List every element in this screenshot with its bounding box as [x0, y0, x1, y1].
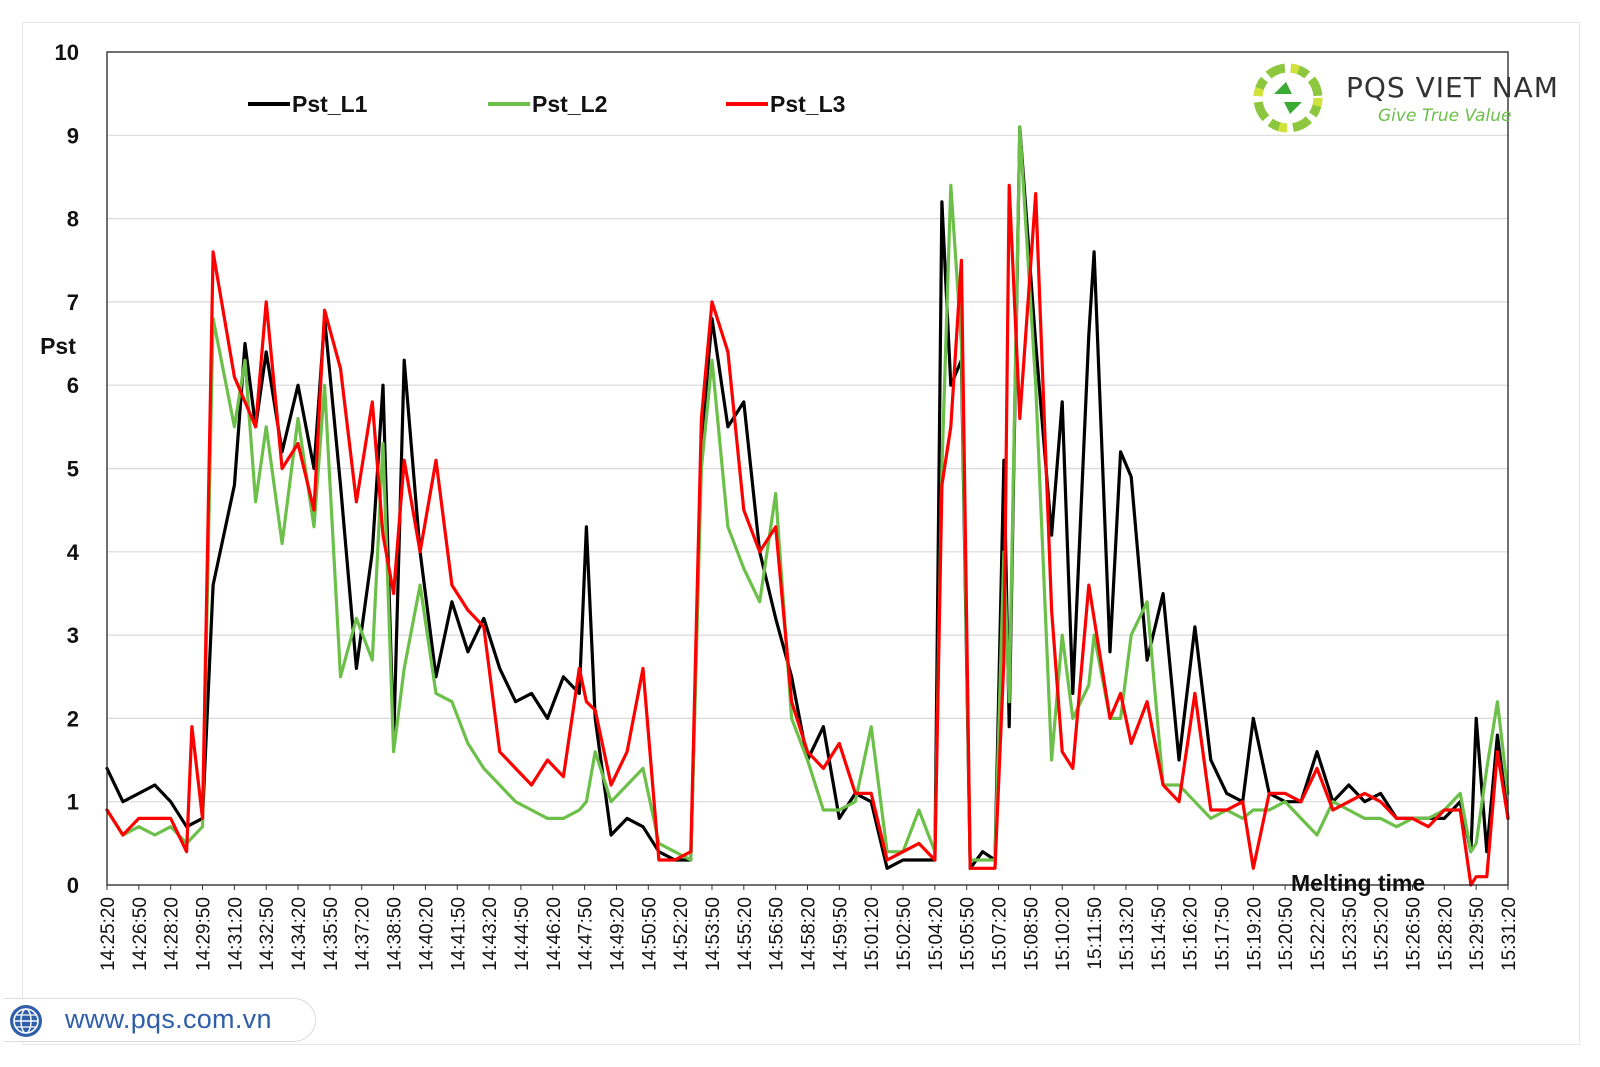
pqs-circular-logo-icon	[1253, 63, 1323, 133]
x-tick-label: 14:43:20	[480, 897, 501, 971]
series-line-pst_l1	[105, 125, 1510, 870]
x-tick-label: 14:44:50	[512, 897, 533, 971]
x-tick-label: 15:19:20	[1244, 897, 1265, 971]
x-tick-label: 14:40:20	[416, 897, 437, 971]
x-tick-label: 15:29:50	[1467, 897, 1488, 971]
x-tick-label: 14:50:50	[639, 897, 660, 971]
x-tick-label: 15:01:20	[862, 897, 883, 971]
chart-frame	[22, 22, 1580, 1045]
x-tick-label: 14:37:20	[353, 897, 374, 971]
x-tick-label: 15:20:50	[1276, 897, 1297, 971]
x-tick-label: 14:35:50	[321, 897, 342, 971]
x-tick-label: 14:58:20	[799, 897, 820, 971]
series-line-pst_l3	[105, 183, 1510, 887]
x-tick-label: 14:28:20	[162, 897, 183, 971]
x-tick-label: 15:28:20	[1435, 897, 1456, 971]
x-tick-label: 14:38:50	[385, 897, 406, 971]
x-tick-label: 15:14:50	[1149, 897, 1170, 971]
x-tick-label: 14:46:20	[544, 897, 565, 971]
x-tick-label: 15:23:50	[1340, 897, 1361, 971]
y-axis-ticks: 0 1 2 3 4 5 6 7 8 9 10	[55, 40, 80, 898]
x-tick-label: 14:26:50	[130, 897, 151, 971]
x-tick-label: 15:08:50	[1021, 897, 1042, 971]
logo-name: PQS VIET NAM	[1346, 71, 1559, 104]
x-tick-label: 14:41:50	[448, 897, 469, 971]
y-tick-label: 10	[55, 40, 79, 65]
x-tick-label: 15:05:50	[958, 897, 979, 971]
x-tick-label: 15:31:20	[1499, 897, 1520, 971]
x-tick-label: 15:13:20	[1117, 897, 1138, 971]
x-tick-label: 14:59:50	[830, 897, 851, 971]
y-tick-label: 3	[67, 623, 79, 648]
pqs-logo: PQS VIET NAM Give True Value	[1253, 63, 1559, 133]
legend: Pst_L1 Pst_L2 Pst_L3	[248, 91, 845, 117]
x-tick-label: 15:10:20	[1053, 897, 1074, 971]
x-tick-label: 14:56:50	[767, 897, 788, 971]
logo-tagline: Give True Value	[1378, 106, 1511, 126]
x-tick-label: 15:04:20	[926, 897, 947, 971]
series-line-pst_l2	[105, 125, 1510, 862]
y-tick-label: 0	[67, 873, 79, 898]
x-tick-label: 14:53:50	[703, 897, 724, 971]
series-lines	[105, 125, 1510, 887]
x-tick-label: 15:22:20	[1308, 897, 1329, 971]
x-tick-label: 15:16:20	[1181, 897, 1202, 971]
x-tick-label: 14:29:50	[194, 897, 215, 971]
x-tick-label: 14:31:20	[225, 897, 246, 971]
y-tick-label: 7	[67, 290, 79, 315]
y-tick-label: 4	[67, 540, 80, 565]
x-tick-label: 14:32:50	[257, 897, 278, 971]
x-tick-label: 14:34:20	[289, 897, 310, 971]
x-tick-label: 15:11:50	[1085, 897, 1106, 970]
y-tick-label: 5	[67, 457, 79, 482]
x-tick-label: 14:49:20	[607, 897, 628, 971]
y-tick-label: 8	[67, 207, 79, 232]
y-tick-label: 9	[67, 123, 79, 148]
legend-entry-pst_l3: Pst_L3	[770, 91, 845, 117]
y-tick-label: 2	[67, 706, 79, 731]
x-tick-label: 14:25:20	[98, 897, 119, 971]
y-tick-label: 6	[67, 373, 79, 398]
x-tick-label: 15:26:50	[1403, 897, 1424, 971]
x-tick-label: 14:55:20	[735, 897, 756, 971]
x-tick-label: 15:25:20	[1372, 897, 1393, 971]
x-tick-label: 14:47:50	[576, 897, 597, 971]
x-tick-label: 15:02:50	[894, 897, 915, 971]
x-tick-label: 14:52:20	[671, 897, 692, 971]
legend-entry-pst_l2: Pst_L2	[532, 91, 607, 117]
footer-pill	[4, 998, 316, 1042]
globe-www-icon	[10, 1005, 42, 1037]
y-tick-label: 1	[67, 790, 79, 815]
melting-time-annotation: Melting time	[1291, 870, 1425, 896]
x-axis-ticks: 14:25:20 14:26:50 14:28:20 14:29:50 14:31:20…	[98, 885, 1520, 971]
x-tick-label: 15:17:50	[1212, 897, 1233, 971]
website-url[interactable]: www.pqs.com.vn	[65, 1004, 272, 1034]
y-axis-label: Pst	[40, 333, 76, 359]
legend-entry-pst_l1: Pst_L1	[292, 91, 368, 117]
x-tick-label: 15:07:20	[990, 897, 1011, 971]
